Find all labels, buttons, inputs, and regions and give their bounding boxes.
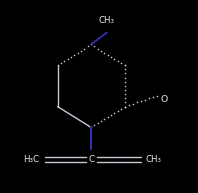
Text: H₃C: H₃C [23, 155, 39, 164]
Text: O: O [161, 95, 168, 104]
Text: CH₃: CH₃ [99, 16, 115, 25]
Text: CH₃: CH₃ [146, 155, 161, 164]
Text: C: C [88, 155, 94, 164]
